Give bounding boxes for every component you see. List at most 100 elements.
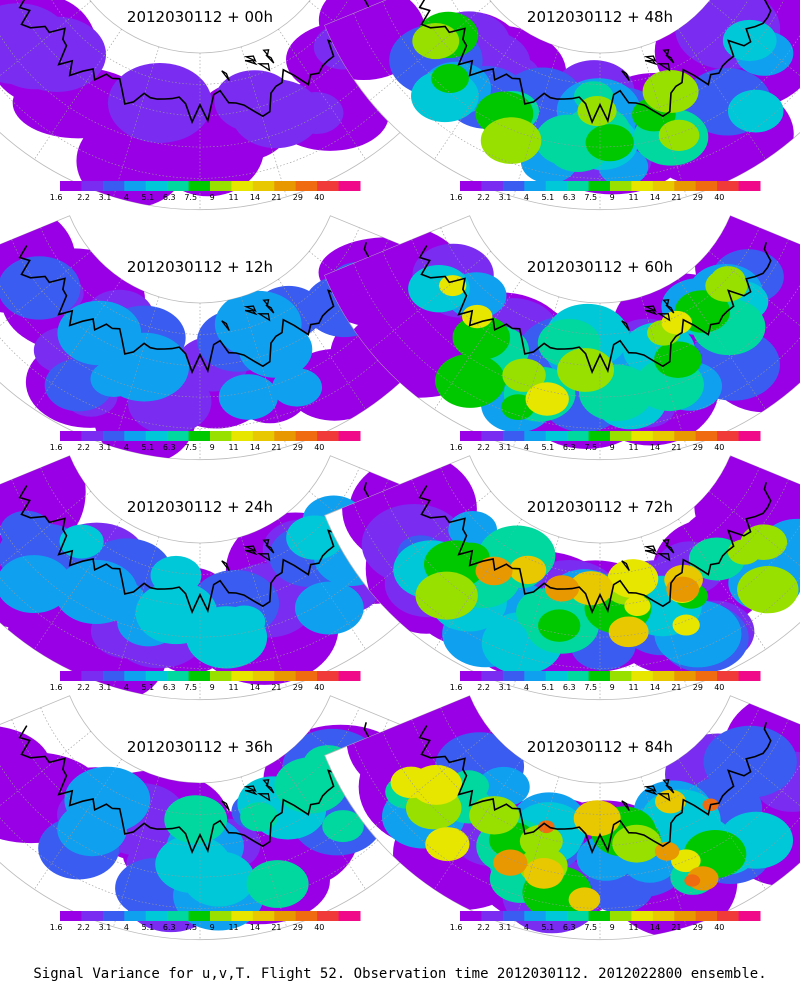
- variance-contour: [642, 70, 699, 114]
- coastline: [265, 544, 275, 554]
- forecast-panel: 2012030112 + 84h 1.6 2.2 3.1 4 5.1 6.3 7.5 9 11 14…: [324, 695, 800, 941]
- variance-field: [324, 0, 800, 195]
- coastline: [418, 722, 772, 855]
- colorbar-tick-label: 4: [124, 683, 129, 692]
- graticule-line: [113, 296, 160, 447]
- coastline: [262, 779, 270, 787]
- colorbar-swatch: [652, 431, 675, 441]
- variance-field: [0, 0, 418, 208]
- variance-contour: [54, 559, 138, 625]
- colorbar-swatch: [652, 911, 675, 921]
- coastline: [665, 544, 675, 554]
- colorbar-swatch: [674, 911, 697, 921]
- colorbar-swatch: [502, 431, 525, 441]
- variance-contour: [683, 829, 747, 879]
- colorbar-swatch: [295, 181, 318, 191]
- colorbar-swatch: [695, 181, 718, 191]
- variance-contour: [412, 23, 460, 60]
- colorbar-tick-label: 1.6: [50, 683, 63, 692]
- coastline: [644, 309, 658, 316]
- coastline: [644, 59, 658, 66]
- graticule-line: [113, 536, 160, 687]
- coastline: [662, 49, 670, 57]
- coastline: [256, 63, 271, 72]
- variance-contour: [223, 605, 266, 638]
- graticule-line: [0, 491, 92, 567]
- coastline: [243, 545, 257, 553]
- coastline: [644, 789, 658, 796]
- graticule-line: [513, 776, 560, 927]
- colorbar-swatch: [717, 431, 740, 441]
- graticule-line: [451, 0, 749, 85]
- colorbar-tick-label: 5.1: [541, 923, 554, 932]
- colorbar-tick-label: 7.5: [584, 923, 597, 932]
- colorbar-swatch: [738, 911, 761, 921]
- colorbar-swatch: [481, 911, 504, 921]
- coastline: [418, 0, 772, 125]
- colorbar-swatch: [610, 181, 632, 191]
- colorbar-tick-label: 21: [671, 443, 681, 452]
- panel-title: 2012030112 + 60h: [527, 258, 673, 276]
- variance-contour: [509, 555, 547, 585]
- colorbar-swatch: [545, 181, 568, 191]
- coastline: [18, 0, 372, 125]
- colorbar-swatch: [502, 911, 525, 921]
- forecast-panel: 2012030112 + 72h 1.6 2.2 3.1 4 5.1 6.3 7.5 9 11 14…: [324, 455, 800, 701]
- colorbar-swatch: [545, 911, 568, 921]
- colorbar-tick-label: 11: [628, 923, 638, 932]
- colorbar-swatch: [338, 911, 361, 921]
- colorbar-tick-label: 9: [610, 923, 615, 932]
- colorbar-swatch: [210, 911, 232, 921]
- coastline: [265, 304, 275, 314]
- coastline: [665, 784, 675, 794]
- colorbar-tick-label: 29: [693, 443, 703, 452]
- coastline: [221, 800, 230, 812]
- colorbar-swatch: [567, 181, 590, 191]
- colorbar-tick-label: 14: [650, 443, 660, 452]
- colorbar-swatch: [145, 181, 168, 191]
- coastline: [18, 722, 372, 855]
- colorbar-swatch: [145, 911, 168, 921]
- variance-contour: [538, 820, 555, 834]
- coastline: [244, 59, 258, 66]
- colorbar-swatch: [460, 181, 482, 191]
- variance-contour: [246, 860, 309, 908]
- colorbar-tick-label: 6.3: [563, 683, 576, 692]
- colorbar-tick-label: 3.1: [499, 193, 512, 202]
- colorbar-tick-label: 6.3: [563, 193, 576, 202]
- colorbar-tick-label: 2.2: [77, 443, 90, 452]
- graticule-line: [353, 503, 800, 669]
- variance-contour: [705, 269, 748, 302]
- graticule-line: [240, 776, 287, 927]
- colorbar-swatch: [210, 181, 232, 191]
- graticule-line: [678, 28, 766, 160]
- colorbar: 1.6 2.2 3.1 4 5.1 6.3 7.5 9 11 14 21 29 40: [50, 181, 361, 202]
- colorbar-tick-label: 3.1: [499, 683, 512, 692]
- colorbar-tick-label: 4: [524, 923, 529, 932]
- coastline: [18, 242, 372, 375]
- colorbar-tick-label: 4: [524, 193, 529, 202]
- colorbar-tick-label: 40: [714, 443, 724, 452]
- colorbar-tick-label: 9: [610, 443, 615, 452]
- colorbar-tick-label: 1.6: [50, 923, 63, 932]
- graticule-line: [240, 296, 287, 447]
- colorbar-swatch: [631, 181, 654, 191]
- variance-contour: [502, 358, 546, 392]
- coastline: [643, 785, 657, 793]
- colorbar-swatch: [274, 911, 297, 921]
- graticule-line: [678, 518, 766, 650]
- colorbar-swatch: [674, 671, 697, 681]
- colorbar-tick-label: 7.5: [184, 683, 197, 692]
- colorbar-tick-label: 6.3: [563, 923, 576, 932]
- colorbar-swatch: [252, 911, 275, 921]
- graticule-line: [708, 491, 800, 567]
- colorbar-tick-label: 2.2: [77, 683, 90, 692]
- colorbar-tick-label: 14: [250, 193, 260, 202]
- colorbar-tick-label: 21: [271, 193, 281, 202]
- colorbar-tick-label: 7.5: [584, 193, 597, 202]
- colorbar-swatch: [717, 911, 740, 921]
- graticule-line: [434, 758, 522, 890]
- variance-contour: [684, 874, 701, 887]
- variance-contour: [164, 795, 228, 844]
- colorbar-tick-label: 14: [250, 923, 260, 932]
